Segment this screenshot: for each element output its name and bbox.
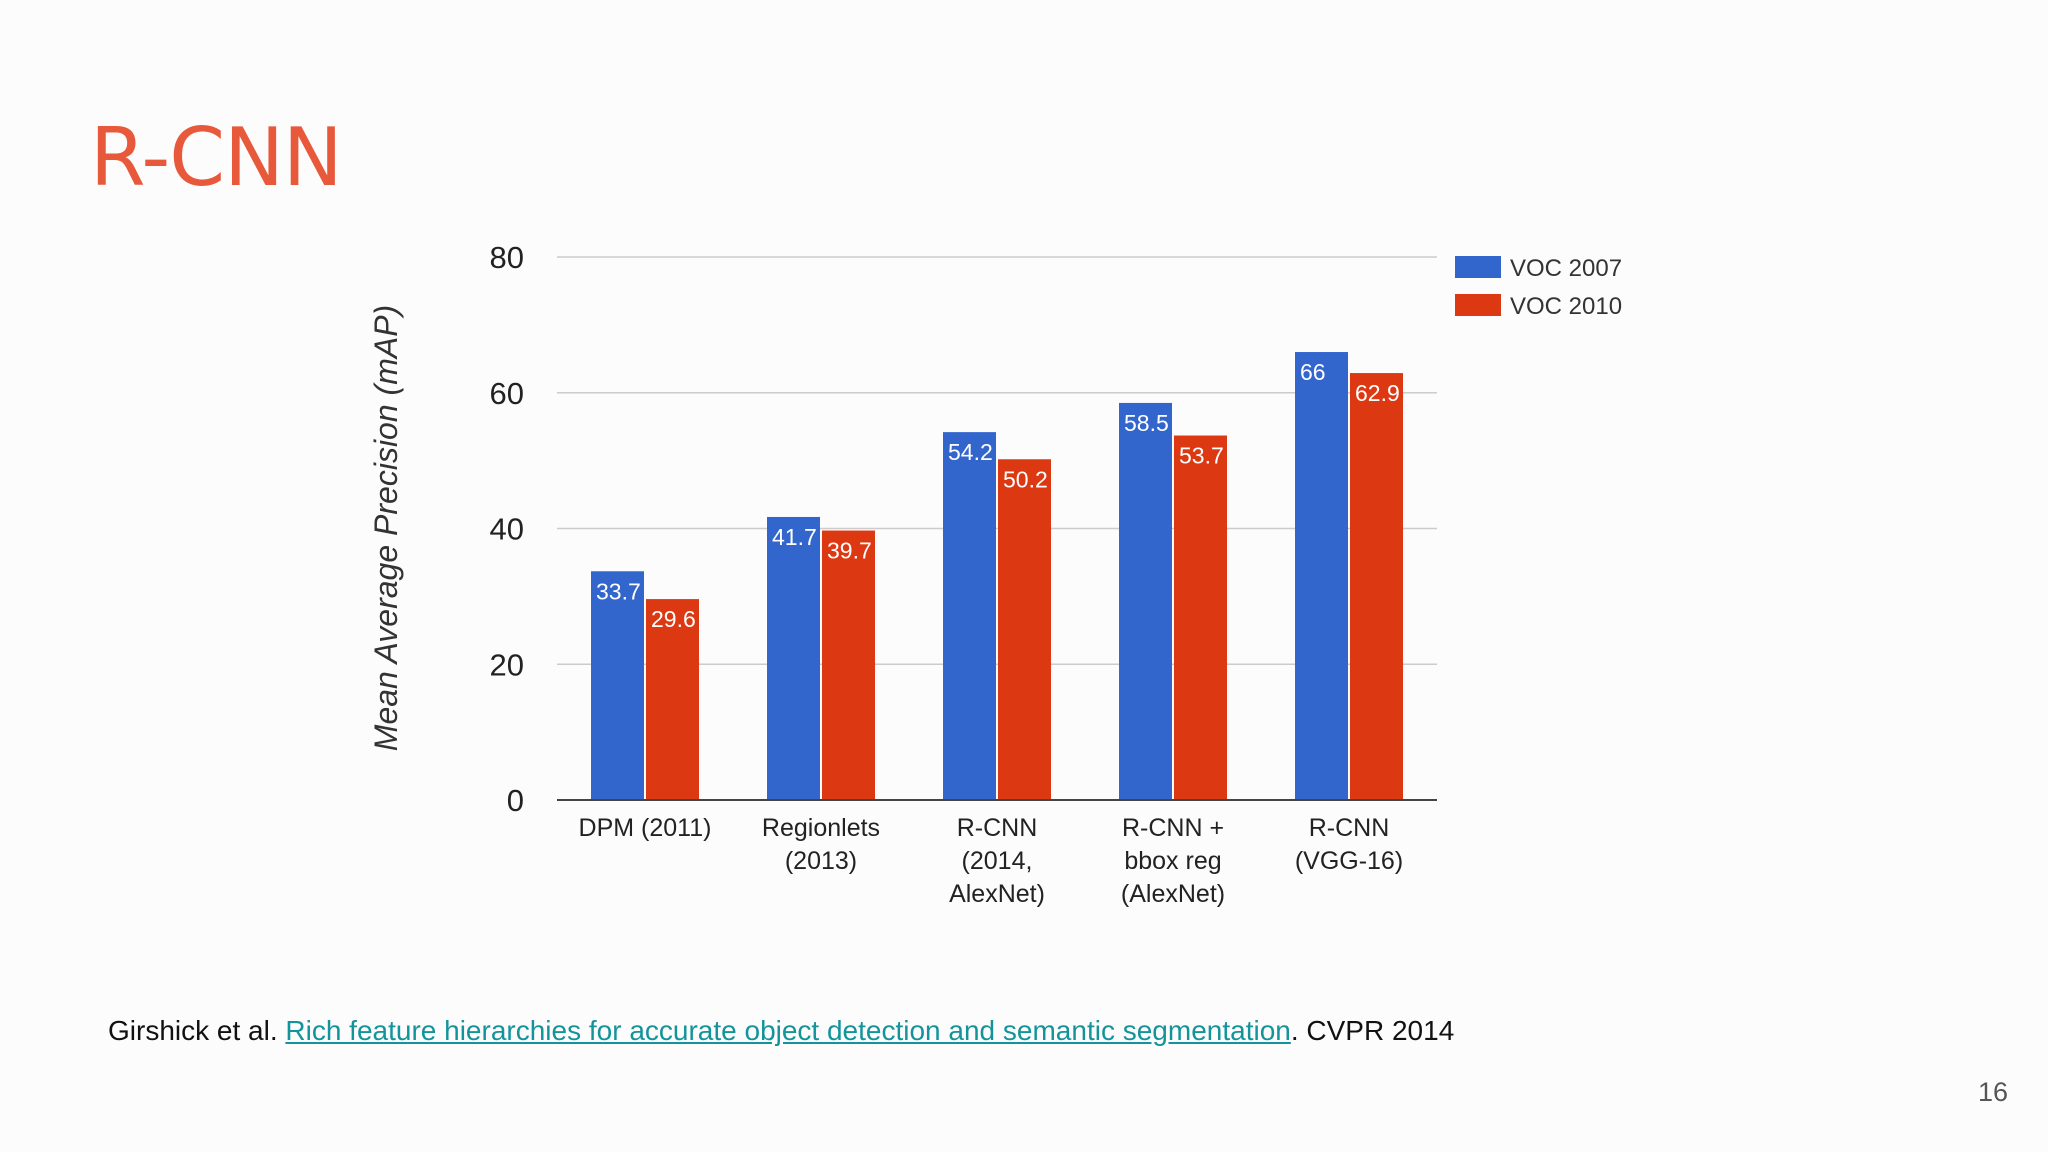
- citation: Girshick et al. Rich feature hierarchies…: [108, 1015, 1454, 1047]
- bar-1-0: [767, 516, 820, 800]
- bar-0-0: [591, 571, 644, 800]
- bar-3-1: [1174, 435, 1227, 800]
- citation-suffix: . CVPR 2014: [1290, 1015, 1455, 1046]
- data-label-0-1: 29.6: [651, 606, 696, 632]
- x-tick-label-4-0: R-CNN: [1309, 814, 1390, 842]
- x-tick-label-2-1: (2014,: [962, 847, 1033, 875]
- data-label-0-0: 33.7: [596, 578, 641, 604]
- y-tick-label-60: 60: [490, 376, 524, 411]
- data-label-1-1: 39.7: [827, 538, 872, 564]
- x-tick-label-3-2: (AlexNet): [1121, 880, 1225, 908]
- x-tick-label-3-0: R-CNN +: [1122, 814, 1224, 842]
- bar-3-0: [1119, 402, 1172, 800]
- x-tick-label-4-1: (VGG-16): [1295, 847, 1403, 875]
- legend-label-0: VOC 2007: [1510, 255, 1622, 282]
- citation-authors: Girshick et al.: [108, 1015, 286, 1046]
- x-tick-label-0-0: DPM (2011): [579, 814, 712, 842]
- data-label-3-0: 58.5: [1124, 410, 1169, 436]
- bar-1-1: [822, 530, 875, 800]
- data-label-1-0: 41.7: [772, 524, 817, 550]
- x-tick-label-2-0: R-CNN: [957, 814, 1038, 842]
- y-axis-title: Mean Average Precision (mAP): [368, 305, 404, 751]
- slide-title: R-CNN: [90, 111, 343, 204]
- data-label-4-0: 66: [1300, 359, 1326, 385]
- legend-label-1: VOC 2010: [1510, 293, 1622, 320]
- x-tick-label-3-1: bbox reg: [1124, 847, 1221, 875]
- y-tick-label-0: 0: [507, 783, 524, 818]
- y-tick-label-80: 80: [490, 240, 524, 275]
- data-label-2-1: 50.2: [1003, 466, 1048, 492]
- x-tick-label-2-2: AlexNet): [949, 880, 1045, 908]
- page-number: 16: [1977, 1077, 2008, 1107]
- bar-2-1: [998, 459, 1051, 800]
- bar-4-1: [1350, 373, 1403, 800]
- legend-swatch-1: [1455, 294, 1501, 316]
- x-tick-label-1-0: Regionlets: [762, 814, 880, 842]
- bar-2-0: [943, 432, 996, 800]
- bar-4-0: [1295, 352, 1348, 800]
- y-tick-label-20: 20: [490, 647, 524, 682]
- data-label-3-1: 53.7: [1179, 443, 1224, 469]
- x-tick-label-1-1: (2013): [785, 847, 857, 875]
- paper-link[interactable]: Rich feature hierarchies for accurate ob…: [285, 1015, 1291, 1046]
- data-label-4-1: 62.9: [1355, 380, 1400, 406]
- data-label-2-0: 54.2: [948, 439, 993, 465]
- y-tick-label-40: 40: [490, 512, 524, 547]
- legend-swatch-0: [1455, 256, 1501, 278]
- bar-0-1: [646, 599, 699, 800]
